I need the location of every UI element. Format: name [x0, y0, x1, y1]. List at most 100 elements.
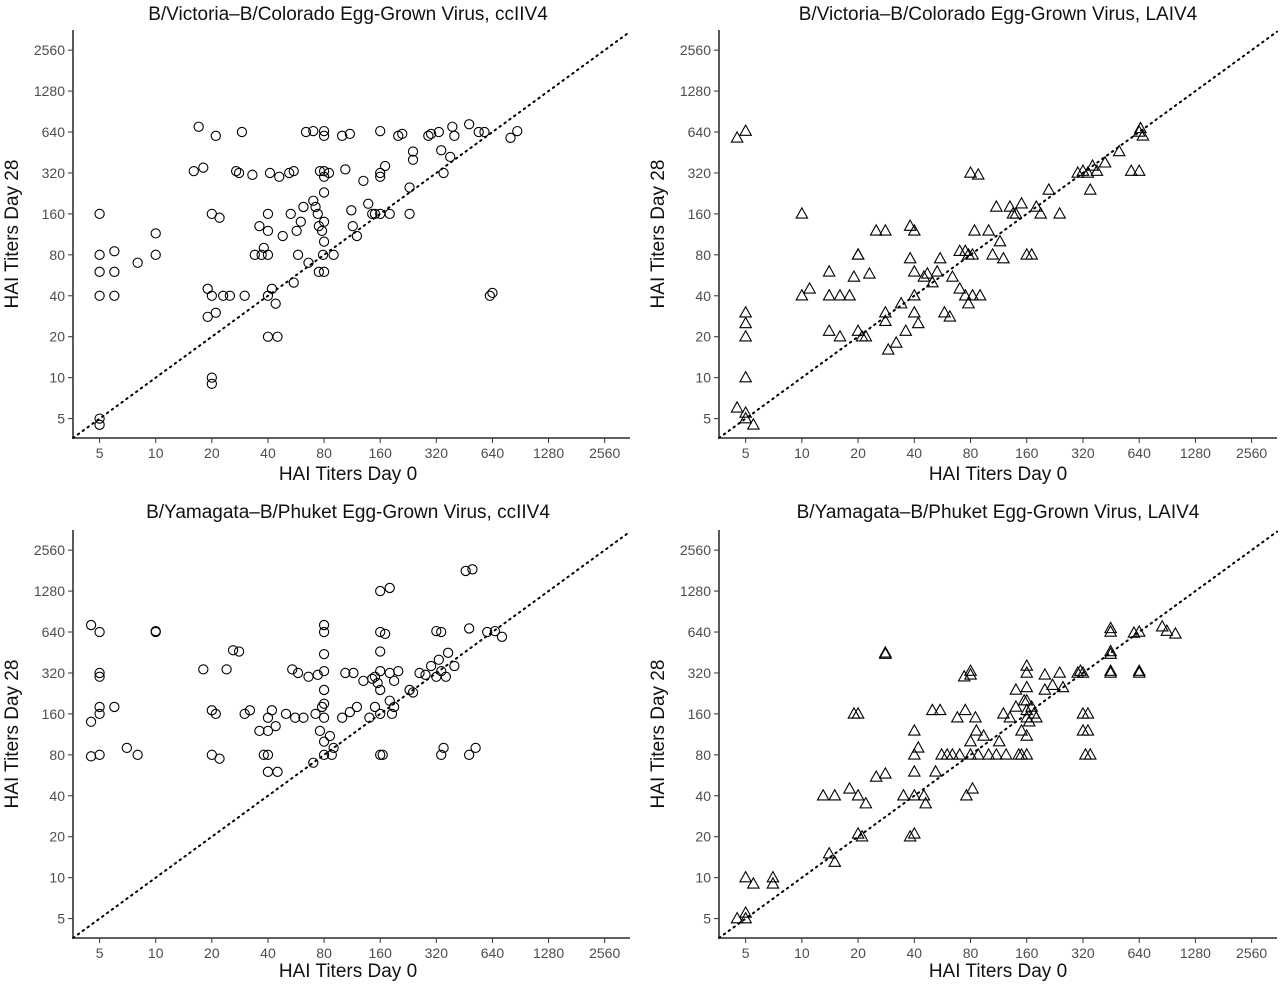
x-tick-label: 20 — [204, 445, 220, 461]
data-point — [375, 167, 386, 179]
data-point — [318, 216, 330, 227]
data-point — [272, 766, 283, 777]
data-point — [467, 564, 478, 575]
y-tick-label: 320 — [42, 165, 66, 181]
data-point — [375, 665, 386, 677]
data-point — [1160, 623, 1174, 636]
y-tick-label: 20 — [49, 329, 65, 345]
panel-bvictoria-laiv4: B/Victoria–B/Colorado Egg-Grown Virus, L… — [648, 4, 1278, 485]
data-point — [425, 660, 437, 672]
data-point — [310, 201, 321, 213]
data-point — [284, 167, 295, 179]
data-point — [436, 145, 447, 156]
data-point — [1083, 182, 1097, 195]
x-tick-label: 2560 — [1236, 445, 1267, 461]
data-point — [210, 708, 221, 720]
y-tick-label: 40 — [49, 288, 65, 304]
x-tick-label: 40 — [907, 945, 923, 961]
data-point — [933, 703, 947, 716]
data-point — [842, 288, 857, 301]
data-point — [291, 225, 302, 237]
data-point — [347, 221, 358, 232]
data-point — [1132, 664, 1146, 676]
reference-line — [718, 30, 1278, 439]
x-tick-label: 80 — [963, 945, 979, 961]
data-point — [262, 208, 274, 220]
data-point — [198, 664, 209, 675]
data-point — [976, 728, 991, 741]
data-point — [1081, 165, 1095, 178]
reference-line — [72, 530, 631, 939]
data-point — [404, 208, 415, 220]
data-point — [981, 223, 996, 236]
y-tick-label: 320 — [42, 665, 66, 681]
data-point — [388, 675, 400, 686]
data-point — [971, 167, 985, 180]
data-point — [449, 660, 460, 672]
data-point — [358, 675, 369, 686]
x-tick-label: 1280 — [533, 445, 564, 461]
y-tick-label: 640 — [42, 124, 66, 140]
data-point — [1103, 621, 1118, 634]
data-point — [121, 742, 132, 754]
data-point — [227, 645, 239, 656]
data-point — [968, 710, 983, 723]
data-point — [1085, 158, 1100, 171]
data-point — [440, 671, 452, 682]
data-point — [739, 316, 753, 329]
x-tick-label: 5 — [742, 445, 750, 461]
data-point — [318, 619, 330, 631]
data-point — [364, 712, 375, 723]
data-point — [318, 648, 330, 660]
data-point — [896, 788, 911, 801]
data-point — [917, 788, 931, 801]
data-point — [375, 125, 386, 137]
x-tick-label: 2560 — [589, 945, 620, 961]
data-point — [934, 747, 949, 760]
data-point — [239, 290, 250, 301]
data-point — [1133, 121, 1148, 134]
data-point — [256, 249, 267, 260]
data-point — [221, 664, 232, 675]
data-point — [945, 747, 960, 760]
x-tick-label: 40 — [260, 445, 276, 461]
y-tick-label: 40 — [695, 788, 711, 804]
data-point — [971, 747, 985, 760]
data-point — [961, 296, 976, 309]
data-point — [730, 130, 744, 143]
y-tick-label: 2560 — [34, 42, 65, 58]
data-point — [847, 269, 861, 282]
y-tick-label: 1280 — [680, 583, 711, 599]
data-point — [447, 121, 458, 132]
data-point — [262, 249, 274, 260]
data-point — [1020, 728, 1034, 741]
data-point — [224, 290, 236, 301]
data-point — [262, 749, 274, 760]
y-axis-label: HAI Titers Day 28 — [2, 660, 23, 809]
data-point — [270, 298, 281, 309]
y-tick-label: 40 — [695, 288, 711, 304]
data-point — [828, 855, 842, 867]
data-point — [851, 706, 865, 719]
data-point — [288, 165, 299, 177]
data-point — [802, 281, 817, 294]
data-point — [404, 182, 415, 193]
data-point — [244, 705, 256, 716]
data-point — [351, 701, 363, 713]
data-point — [963, 165, 978, 178]
data-point — [202, 311, 213, 322]
data-point — [996, 706, 1011, 719]
data-point — [94, 749, 105, 760]
data-point — [310, 708, 321, 720]
data-point — [109, 246, 120, 257]
x-tick-label: 640 — [481, 945, 505, 961]
y-tick-label: 10 — [49, 370, 65, 386]
data-point — [318, 187, 330, 198]
y-tick-label: 5 — [57, 411, 65, 427]
data-point — [963, 747, 978, 760]
data-point — [109, 266, 120, 277]
x-tick-label: 1280 — [533, 945, 564, 961]
data-point — [266, 705, 278, 716]
data-point — [911, 740, 925, 753]
